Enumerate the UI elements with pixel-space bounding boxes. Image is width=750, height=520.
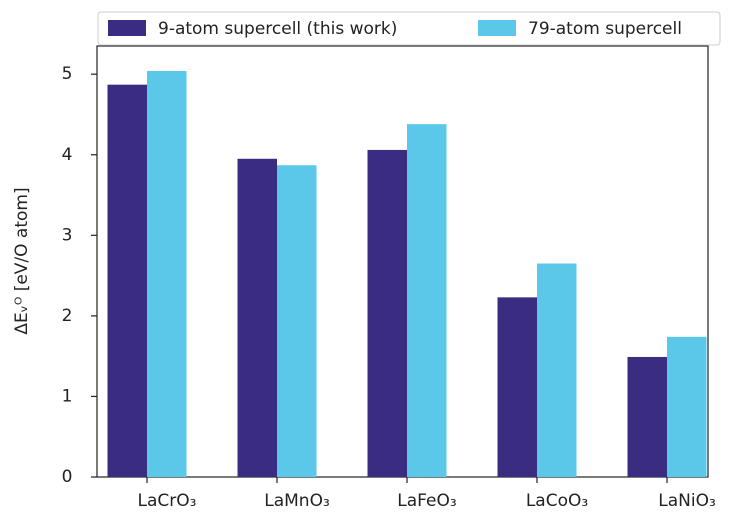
y-tick-label: 2 xyxy=(62,306,73,326)
y-tick-label: 4 xyxy=(62,145,73,165)
bar xyxy=(497,297,537,477)
x-tick-label: LaCrO₃ xyxy=(138,491,197,511)
bar xyxy=(537,263,577,477)
legend-swatch xyxy=(108,20,146,36)
legend-label: 9-atom supercell (this work) xyxy=(158,19,397,39)
y-axis-label: ΔEᵥᴼ [eV/O atom] xyxy=(12,187,32,334)
y-tick-label: 1 xyxy=(62,386,73,406)
y-tick-label: 0 xyxy=(62,467,73,487)
bar xyxy=(147,70,187,478)
bar xyxy=(627,356,667,477)
bar xyxy=(667,336,707,477)
bar xyxy=(237,158,277,478)
bar xyxy=(107,84,147,477)
y-tick-label: 3 xyxy=(62,225,73,245)
bar xyxy=(407,124,447,478)
bar xyxy=(277,165,317,477)
x-tick-label: LaMnO₃ xyxy=(264,491,330,511)
legend-label: 79-atom supercell xyxy=(528,19,682,39)
legend-swatch xyxy=(478,20,516,36)
x-tick-label: LaNiO₃ xyxy=(658,491,716,511)
bar xyxy=(367,149,407,477)
legend-box xyxy=(97,11,721,46)
y-tick-label: 5 xyxy=(62,64,73,84)
x-tick-label: LaFeO₃ xyxy=(397,491,456,511)
x-tick-label: LaCoO₃ xyxy=(526,491,588,511)
